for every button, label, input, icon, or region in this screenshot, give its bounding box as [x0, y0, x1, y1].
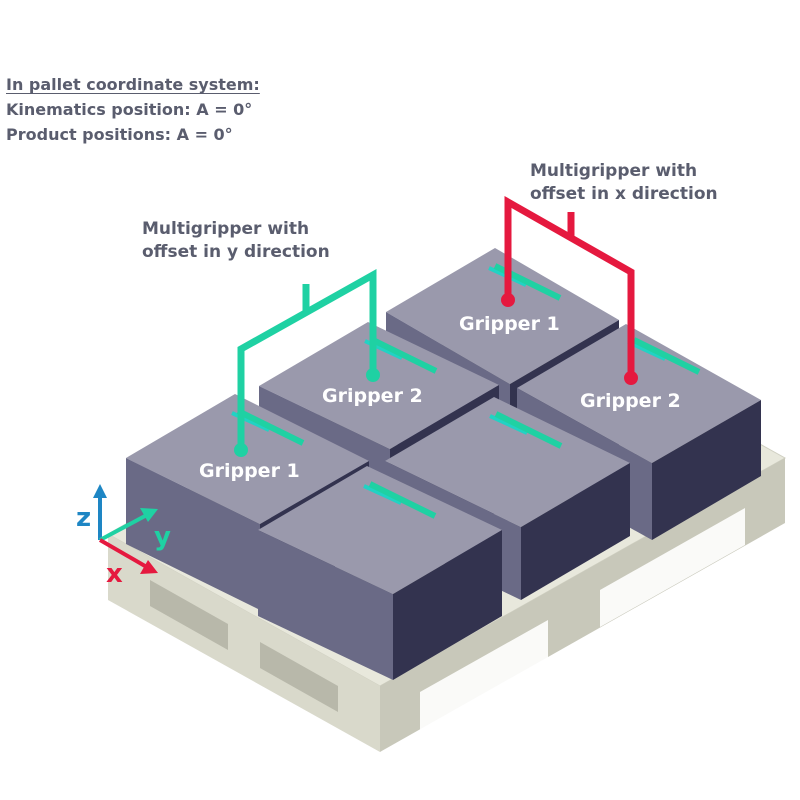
marker-line: [369, 336, 438, 374]
multigripper-x-caption: Multigripper with offset in x direction: [530, 160, 718, 206]
product-positions-text: Product positions: A = 0°: [6, 125, 233, 144]
marker-line: [236, 408, 305, 446]
y-axis-line: [99, 514, 146, 542]
gripper-2-tip: [624, 371, 638, 385]
gripper-x-1-label: Gripper 1: [459, 313, 560, 335]
multigripper-y-caption: Multigripper with offset in y direction: [142, 218, 330, 264]
coordinate-axes: z y x: [76, 484, 171, 589]
box-left-face: [258, 530, 393, 680]
pallet-left-slot: [150, 580, 228, 650]
marker-line: [368, 481, 437, 519]
box-top-face: [259, 322, 499, 449]
y-axis-label: y: [154, 522, 171, 552]
box-top-face: [385, 397, 630, 527]
gripper-2-tip: [366, 368, 380, 382]
z-axis-label: z: [76, 503, 91, 533]
gripper-y-1-label: Gripper 1: [199, 460, 300, 482]
caption-line: Multigripper with: [142, 219, 310, 239]
box-right-face: [652, 400, 761, 540]
marker-line: [363, 484, 402, 505]
box-top-face: [517, 324, 761, 463]
caption-line: offset in x direction: [530, 184, 718, 204]
box-left-face: [126, 458, 260, 610]
multigripper-y: [234, 269, 380, 457]
marker-line: [494, 411, 563, 449]
multigripper-x: [501, 195, 638, 385]
marker-line: [632, 337, 701, 375]
gripper-y-2-label: Gripper 2: [322, 385, 423, 407]
caption-line: Multigripper with: [530, 161, 698, 181]
gripper-1-tip: [501, 293, 515, 307]
kinematics-position-text: Kinematics position: A = 0°: [6, 100, 253, 119]
pallet-right-slot-2: [600, 508, 745, 627]
x-axis-arrowhead: [140, 560, 158, 574]
box-top-face: [386, 248, 619, 384]
x-axis-line: [98, 538, 147, 568]
pallet-left-slot-2: [260, 642, 338, 712]
box-front-right: [258, 466, 502, 680]
pallet-left-side: [108, 534, 380, 752]
marker-line: [489, 414, 528, 435]
pallet-right-slot: [420, 620, 548, 752]
caption-line: offset in y direction: [142, 242, 330, 262]
coordinate-system-title: In pallet coordinate system:: [6, 75, 260, 94]
box-top-face: [126, 394, 369, 524]
box-right-face: [521, 463, 630, 600]
gripper-1-tip: [234, 443, 248, 457]
y-axis-arrowhead: [140, 508, 158, 522]
box-top-face: [258, 466, 502, 594]
box-right-face: [393, 530, 502, 680]
z-axis-arrowhead: [93, 484, 107, 498]
gripper-x-2-label: Gripper 2: [580, 390, 681, 412]
x-axis-label: x: [106, 559, 123, 589]
